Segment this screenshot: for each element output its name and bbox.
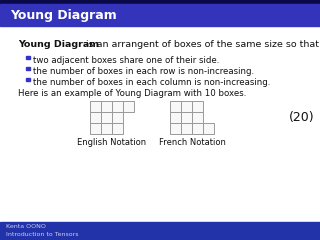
Bar <box>0 0 320 4</box>
Text: Young Diagram: Young Diagram <box>10 8 117 22</box>
Bar <box>26 78 29 81</box>
Text: Young Diagram: Young Diagram <box>18 40 99 49</box>
Bar <box>170 112 181 123</box>
Bar <box>112 112 123 123</box>
Text: French Notation: French Notation <box>159 138 225 147</box>
Text: is an arrangent of boxes of the same size so that:: is an arrangent of boxes of the same siz… <box>83 40 320 49</box>
Bar <box>90 123 101 134</box>
Bar <box>181 112 192 123</box>
Bar <box>112 123 123 134</box>
Bar <box>0 222 320 240</box>
Bar <box>170 123 181 134</box>
Bar <box>181 123 192 134</box>
Bar <box>192 101 203 112</box>
Bar <box>0 4 320 26</box>
Bar <box>26 66 29 70</box>
Text: the number of boxes in each column is non-increasing.: the number of boxes in each column is no… <box>33 78 270 87</box>
Text: the number of boxes in each row is non-increasing.: the number of boxes in each row is non-i… <box>33 67 254 76</box>
Text: Kenta OONO: Kenta OONO <box>6 224 46 229</box>
Bar <box>90 101 101 112</box>
Bar <box>101 112 112 123</box>
Text: two adjacent boxes share one of their side.: two adjacent boxes share one of their si… <box>33 56 220 65</box>
Bar <box>203 123 214 134</box>
Text: English Notation: English Notation <box>77 138 147 147</box>
Bar <box>112 101 123 112</box>
Bar <box>181 101 192 112</box>
Bar <box>123 101 134 112</box>
Bar <box>26 55 29 59</box>
Bar <box>101 123 112 134</box>
Text: Here is an example of Young Diagram with 10 boxes.: Here is an example of Young Diagram with… <box>18 89 246 98</box>
Bar <box>101 101 112 112</box>
Bar <box>192 112 203 123</box>
Bar <box>192 123 203 134</box>
Text: (20): (20) <box>289 111 315 124</box>
Text: Introduction to Tensors: Introduction to Tensors <box>6 232 78 236</box>
Bar <box>170 101 181 112</box>
Bar <box>90 112 101 123</box>
